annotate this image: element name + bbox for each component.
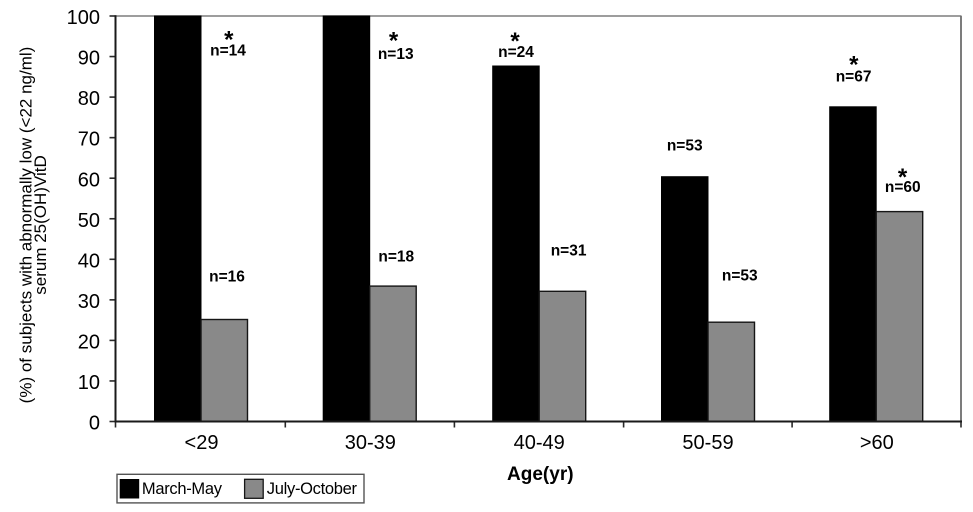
svg-text:0: 0 [89,413,100,435]
svg-text:n=60: n=60 [885,179,921,196]
svg-text:20: 20 [78,332,100,354]
svg-text:50: 50 [78,210,100,232]
svg-text:60: 60 [78,169,100,191]
svg-text:90: 90 [78,48,100,70]
svg-text:March-May: March-May [142,480,223,498]
svg-text:n=16: n=16 [209,268,245,285]
svg-text:40: 40 [78,250,100,272]
svg-text:80: 80 [78,88,100,110]
svg-text:n=14: n=14 [210,43,246,60]
svg-text:*: * [389,28,399,55]
svg-text:*: * [510,28,520,55]
svg-text:<29: <29 [185,432,219,454]
svg-text:n=24: n=24 [498,44,534,61]
svg-text:50-59: 50-59 [682,432,733,454]
svg-text:n=31: n=31 [551,242,587,259]
svg-text:70: 70 [78,129,100,151]
svg-text:10: 10 [78,372,100,394]
svg-text:>60: >60 [860,432,894,454]
svg-text:40-49: 40-49 [514,432,565,454]
svg-text:July-October: July-October [267,480,358,498]
svg-text:Age(yr): Age(yr) [507,464,574,485]
svg-text:n=53: n=53 [667,138,703,155]
svg-text:*: * [224,27,234,54]
svg-text:serum 25(OH)VitD: serum 25(OH)VitD [31,155,50,295]
svg-text:30: 30 [78,291,100,313]
svg-text:(%) of subjects with abnormall: (%) of subjects with abnormally low (<22… [17,47,36,404]
svg-text:*: * [849,51,859,78]
svg-text:100: 100 [67,7,100,29]
svg-text:n=18: n=18 [378,249,414,266]
svg-text:30-39: 30-39 [345,432,396,454]
svg-text:n=53: n=53 [722,268,758,285]
svg-text:n=13: n=13 [378,46,414,63]
svg-text:*: * [898,164,908,191]
svg-text:n=67: n=67 [836,69,872,86]
